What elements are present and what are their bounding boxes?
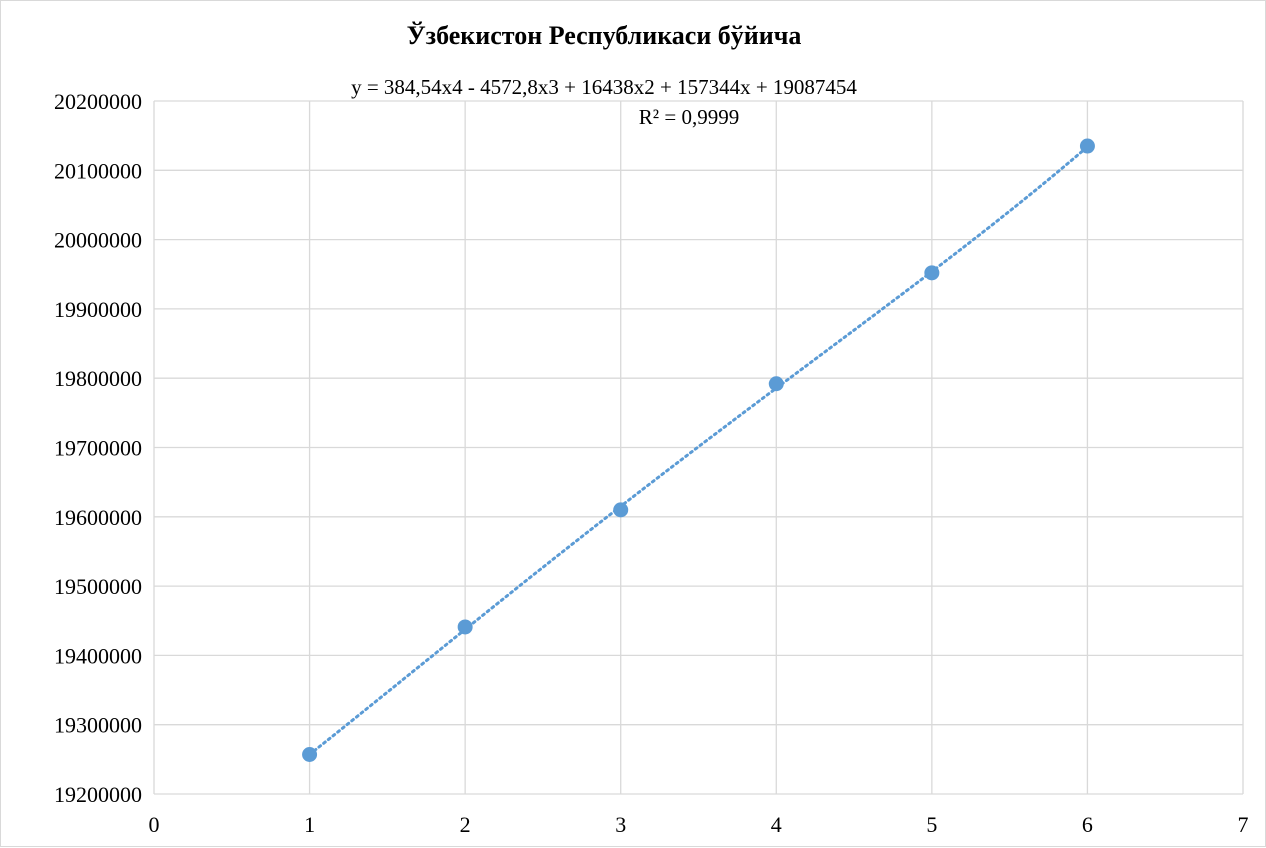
trendline-r-squared: R² = 0,9999 [639,105,739,129]
y-tick-label: 19800000 [54,366,142,391]
y-tick-label: 20100000 [54,158,142,183]
y-tick-label: 19600000 [54,505,142,530]
x-tick-label: 7 [1238,812,1249,837]
x-tick-label: 5 [926,812,937,837]
x-tick-label: 4 [771,812,782,837]
x-axis-tick-labels: 0 1 2 3 4 5 6 7 [149,812,1249,837]
y-tick-label: 19500000 [54,574,142,599]
data-point [457,619,473,635]
x-tick-label: 1 [304,812,315,837]
data-point [768,376,784,392]
y-tick-label: 19300000 [54,713,142,738]
y-tick-label: 19700000 [54,436,142,461]
data-points [302,138,1095,762]
trendline-equation: y = 384,54x4 - 4572,8x3 + 16438x2 + 1573… [351,75,857,99]
x-tick-label: 3 [615,812,626,837]
y-tick-label: 19400000 [54,643,142,668]
x-tick-label: 0 [149,812,160,837]
x-tick-label: 2 [460,812,471,837]
gridlines [153,100,1244,795]
y-tick-label: 20000000 [54,228,142,253]
y-tick-label: 19200000 [54,782,142,807]
y-axis-tick-labels: 19200000 19300000 19400000 19500000 19600000… [54,89,142,807]
polynomial-trendline [308,145,1089,756]
data-point [924,265,940,281]
y-tick-label: 19900000 [54,297,142,322]
data-point [1079,138,1095,154]
data-point [613,502,629,518]
trendline-layer [308,145,1089,756]
data-point [302,746,318,762]
x-tick-label: 6 [1082,812,1093,837]
chart-title: Ўзбекистон Республикаси бўйича [407,21,802,50]
y-tick-label: 20200000 [54,89,142,114]
